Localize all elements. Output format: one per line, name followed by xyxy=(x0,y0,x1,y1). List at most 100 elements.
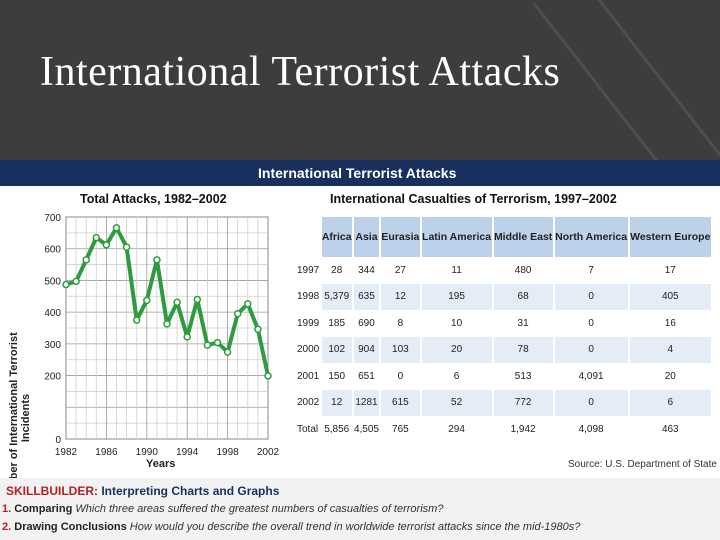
table-cell: 0 xyxy=(379,363,421,390)
line-chart: 0 200 300 400 500 600 700 1982 1986 1990 1994 1998 2… xyxy=(44,213,280,458)
table-cell: 4,098 xyxy=(552,416,629,443)
row-label: 2002 xyxy=(289,389,321,416)
table-cell: 904 xyxy=(351,336,381,363)
x-tick-label: 1998 xyxy=(216,447,239,458)
data-point xyxy=(203,341,212,349)
table-cell: 6 xyxy=(419,363,493,390)
data-point xyxy=(132,316,141,324)
column-header: North America xyxy=(552,217,629,257)
table-row: 1998 5,379 635 12 195 68 0 405 xyxy=(289,283,711,310)
row-label: 2001 xyxy=(297,370,320,382)
table-cell: 1,942 xyxy=(491,416,554,443)
table-cell: 20 xyxy=(627,363,711,390)
table-row: 1997 28 344 27 11 480 7 17 xyxy=(289,257,711,284)
table-cell: 20 xyxy=(419,336,493,363)
table-cell: 5,856 xyxy=(319,416,353,443)
table-cell: 6 xyxy=(627,389,711,416)
table-cell: 765 xyxy=(379,416,421,443)
table-cell: 0 xyxy=(552,389,629,416)
table-cell: 11 xyxy=(419,257,493,284)
table-cell: 463 xyxy=(627,416,711,443)
y-tick-label: 400 xyxy=(44,308,61,319)
table-cell: 78 xyxy=(491,336,554,363)
table-cell: 103 xyxy=(379,336,421,363)
table-cell: 0 xyxy=(552,310,629,337)
question-label: Comparing xyxy=(14,503,73,515)
table-row: 2002 12 1281 615 52 772 0 6 xyxy=(289,389,711,416)
question-text: Which three areas suffered the greatest … xyxy=(75,503,444,515)
data-point xyxy=(244,300,252,308)
y-tick-label: 600 xyxy=(44,245,61,256)
table-cell: 4,505 xyxy=(351,416,381,443)
table-row: 2001 150 651 0 6 513 4,091 20 xyxy=(289,363,711,390)
data-point xyxy=(92,233,101,242)
data-point xyxy=(122,243,131,251)
table-title: International Casualties of Terrorism, 1… xyxy=(330,192,617,206)
table-row: 1999 185 690 8 10 31 0 16 xyxy=(289,310,711,337)
question-1: 1. Comparing Which three areas suffered … xyxy=(2,503,443,515)
column-header: Eurasia xyxy=(379,217,421,257)
data-point xyxy=(102,241,111,249)
row-label: 1999 xyxy=(297,317,320,329)
header-corner xyxy=(289,217,321,257)
table-cell: 102 xyxy=(319,336,353,363)
table-cell: 294 xyxy=(419,416,493,443)
column-header: Africa xyxy=(319,217,353,257)
row-label: 1997 xyxy=(297,264,320,276)
question-2: 2. Drawing Conclusions How would you des… xyxy=(2,521,580,533)
table-cell: 0 xyxy=(552,283,629,310)
data-point xyxy=(72,277,80,286)
table-cell: 12 xyxy=(379,283,421,310)
x-tick-label: 1986 xyxy=(95,447,118,458)
data-point xyxy=(223,348,232,356)
data-point xyxy=(82,256,90,264)
source-note: Source: U.S. Department of State xyxy=(568,459,717,470)
table-cell: 615 xyxy=(379,389,421,416)
table-cell: 1281 xyxy=(351,389,381,416)
table-cell: 651 xyxy=(351,363,381,390)
data-point xyxy=(163,320,171,328)
question-text: How would you describe the overall trend… xyxy=(129,521,581,533)
data-point xyxy=(213,338,222,347)
x-axis-label: Years xyxy=(146,458,176,470)
column-header: Latin America xyxy=(419,217,493,257)
x-tick-label: 1982 xyxy=(55,447,78,458)
figure-title: International Terrorist Attacks xyxy=(258,165,457,181)
table-cell: 690 xyxy=(351,310,381,337)
table-row: 2000 102 904 103 20 78 0 4 xyxy=(289,336,711,363)
y-tick-label: 700 xyxy=(44,213,61,224)
table-cell: 5,379 xyxy=(319,283,353,310)
skillbuilder-heading: SKILLBUILDER: Interpreting Charts and Gr… xyxy=(6,484,279,498)
question-number: 2. xyxy=(2,521,12,533)
table-cell: 480 xyxy=(491,257,554,284)
table-cell: 17 xyxy=(627,257,711,284)
row-label: 1998 xyxy=(289,283,321,310)
table-cell: 772 xyxy=(491,389,554,416)
question-label: Drawing Conclusions xyxy=(14,521,127,533)
slide-title: International Terrorist Attacks xyxy=(40,49,561,95)
row-label: Total xyxy=(297,423,319,435)
column-header: Asia xyxy=(351,217,381,257)
y-tick-label: 200 xyxy=(44,372,61,383)
casualties-table: Africa Asia Eurasia Latin America Middle Eas… xyxy=(289,217,711,443)
table-cell: 405 xyxy=(627,283,711,310)
table-cell: 27 xyxy=(379,257,421,284)
column-header: Western Europe xyxy=(627,217,711,257)
data-point xyxy=(153,256,161,264)
table-cell: 344 xyxy=(351,257,381,284)
y-tick-label: 500 xyxy=(44,276,61,287)
table-cell: 513 xyxy=(491,363,554,390)
table-cell: 28 xyxy=(319,257,353,284)
table-cell: 195 xyxy=(419,283,493,310)
y-tick-label: 300 xyxy=(44,340,61,351)
column-header: Middle East xyxy=(491,217,554,257)
data-point xyxy=(112,224,121,232)
table-cell: 4 xyxy=(627,336,711,363)
data-point xyxy=(193,295,202,304)
table-cell: 150 xyxy=(319,363,353,390)
skillbuilder-title: Interpreting Charts and Graphs xyxy=(101,484,280,498)
figure-panel: International Terrorist Attacks Total At… xyxy=(0,160,720,540)
table-cell: 635 xyxy=(351,283,381,310)
x-tick-label: 2002 xyxy=(257,447,280,458)
table-cell: 68 xyxy=(491,283,554,310)
